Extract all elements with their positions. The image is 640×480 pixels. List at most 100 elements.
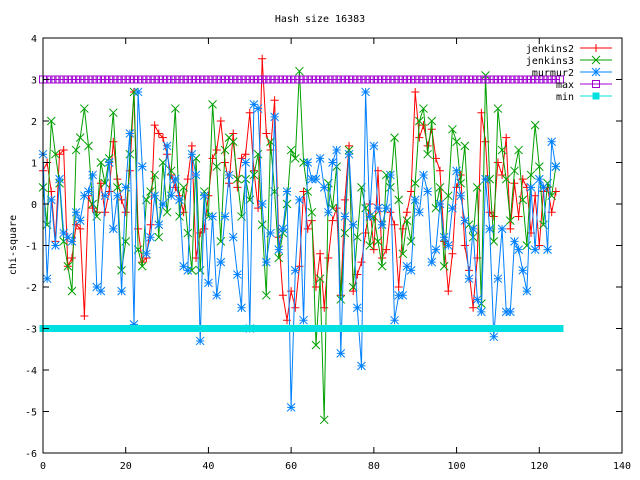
- max-point-106: [477, 75, 486, 84]
- min-point-112: [502, 325, 510, 332]
- jenkins3-point-86: [394, 195, 404, 205]
- min-point-33: [175, 325, 183, 332]
- jenkins3-point-67: [315, 274, 325, 284]
- jenkins2-point-111: [498, 170, 507, 179]
- jenkins3-point-58: [278, 228, 288, 238]
- max-point-83: [382, 75, 391, 84]
- legend-label-jenkins3: jenkins3: [526, 56, 574, 67]
- min-point-42: [213, 325, 221, 332]
- min-point-72: [337, 325, 345, 332]
- max-point-12: [88, 75, 97, 84]
- murmur2-point-97: [439, 232, 449, 242]
- murmur2-point-63: [299, 315, 308, 325]
- min-point-36: [188, 325, 196, 332]
- murmur2-point-34: [179, 261, 188, 271]
- max-point-111: [498, 75, 507, 84]
- min-point-2: [47, 325, 55, 332]
- jenkins2-point-88: [402, 208, 411, 217]
- max-point-44: [220, 75, 229, 84]
- jenkins2-point-70: [328, 216, 337, 225]
- min-point-67: [316, 325, 324, 332]
- min-point-95: [432, 325, 440, 332]
- min-point-68: [320, 325, 328, 332]
- max-point-54: [262, 75, 271, 84]
- axes-layer: 0 20 40 60 80 100 120 140 -6 -5 -4 -3 -2 -1 0 1 2 3 4: [25, 34, 631, 472]
- min-point-45: [225, 325, 233, 332]
- min-point-31: [167, 325, 175, 332]
- jenkins2-point-46: [229, 129, 238, 138]
- murmur2-point-119: [530, 245, 540, 255]
- min-point-102: [461, 325, 469, 332]
- jenkins3-point-66: [311, 340, 321, 350]
- murmur2-point-109: [489, 332, 499, 342]
- murmur2-point-114: [510, 236, 519, 246]
- jenkins2-point-61: [291, 303, 300, 312]
- min-point-24: [138, 325, 146, 332]
- chart-title: Hash size 16383: [275, 14, 365, 25]
- murmur2-point-102: [460, 216, 470, 225]
- min-point-48: [238, 325, 246, 332]
- max-point-20: [121, 75, 130, 84]
- series-min: [39, 325, 564, 332]
- murmur2-point-84: [386, 170, 395, 180]
- jenkins3-point-115: [514, 145, 523, 155]
- legend-entry-murmur2: murmur2: [532, 67, 612, 79]
- min-point-29: [159, 325, 167, 332]
- max-point-110: [493, 75, 502, 84]
- min-point-87: [399, 325, 407, 332]
- max-point-74: [345, 75, 354, 84]
- murmur2-point-113: [505, 307, 515, 317]
- max-point-116: [518, 75, 527, 84]
- murmur2-point-14: [96, 286, 106, 296]
- min-point-77: [357, 325, 365, 332]
- max-point-19: [117, 75, 126, 84]
- murmur2-point-94: [427, 257, 437, 267]
- murmur2-point-32: [170, 174, 180, 184]
- jenkins3-point-81: [373, 236, 383, 246]
- min-point-52: [254, 325, 262, 332]
- max-point-105: [473, 75, 482, 84]
- min-point-78: [362, 325, 370, 332]
- jenkins3-point-39: [199, 187, 209, 196]
- max-point-76: [353, 75, 362, 84]
- min-point-101: [457, 325, 465, 332]
- min-point-13: [93, 325, 101, 332]
- jenkins3-point-64: [303, 187, 313, 196]
- max-point-9: [76, 75, 85, 84]
- min-point-53: [258, 325, 266, 332]
- max-point-101: [456, 75, 465, 84]
- max-point-49: [241, 75, 250, 84]
- max-point-52: [254, 75, 263, 84]
- max-point-48: [237, 75, 246, 84]
- min-point-119: [531, 325, 539, 332]
- jenkins2-point-47: [233, 183, 242, 192]
- murmur2-point-18: [113, 191, 122, 201]
- min-point-35: [184, 325, 192, 332]
- min-point-30: [163, 325, 171, 332]
- max-point-77: [357, 75, 366, 84]
- max-point-114: [510, 75, 519, 84]
- y-tick-label-6: 0: [31, 200, 37, 211]
- min-point-28: [155, 325, 163, 332]
- min-point-10: [80, 325, 88, 332]
- y-axis-label: chi-square: [8, 215, 19, 275]
- min-point-3: [51, 325, 59, 332]
- legend-marker-max: [592, 80, 600, 88]
- min-point-111: [498, 325, 506, 332]
- jenkins3-point-79: [365, 241, 375, 250]
- jenkins2-point-56: [270, 96, 279, 105]
- y-tick-label-9: 3: [31, 76, 37, 87]
- jenkins2-point-29: [158, 133, 167, 142]
- jenkins3-point-53: [257, 220, 267, 230]
- max-point-119: [531, 75, 540, 84]
- jenkins2-point-9: [76, 224, 85, 233]
- min-point-100: [453, 325, 461, 332]
- jenkins3-point-105: [472, 183, 482, 192]
- murmur2-point-29: [158, 199, 168, 209]
- max-point-115: [514, 75, 523, 84]
- min-point-97: [440, 325, 448, 332]
- min-point-8: [72, 325, 80, 332]
- x-tick-label-2: 40: [202, 461, 214, 472]
- min-point-40: [204, 325, 212, 332]
